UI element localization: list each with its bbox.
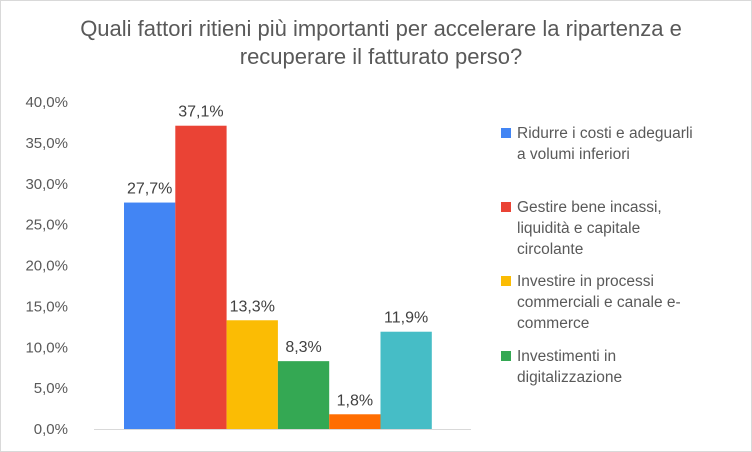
legend-swatch <box>501 128 511 138</box>
legend-swatch <box>501 276 511 286</box>
bar <box>175 125 227 430</box>
legend-label: Gestire bene incassi, liquidità e capital… <box>517 199 662 258</box>
y-tick-label: 15,0% <box>25 298 68 315</box>
bar <box>226 320 278 429</box>
data-label: 8,3% <box>285 339 321 356</box>
bar <box>329 414 381 429</box>
legend-label: Investimenti in digitalizzazione <box>517 348 622 386</box>
bar <box>277 361 330 429</box>
legend-label: Ridurre i costi e adeguarli a volumi infe… <box>517 125 693 163</box>
data-label: 37,1% <box>178 104 223 121</box>
data-label: 11,9% <box>384 310 428 327</box>
y-tick-label: 25,0% <box>25 217 68 234</box>
legend-swatch <box>501 202 511 212</box>
y-tick-label: 5,0% <box>34 380 68 397</box>
data-label: 13,3% <box>230 298 275 315</box>
y-tick-label: 35,0% <box>25 135 68 152</box>
y-tick-label: 20,0% <box>25 258 68 275</box>
y-tick-label: 30,0% <box>25 176 68 193</box>
chart-title: Quali fattori ritieni più importanti per… <box>80 16 682 69</box>
y-tick-label: 40,0% <box>25 94 68 111</box>
legend-label: Investire in processi commerciali e canal… <box>517 273 681 332</box>
y-tick-label: 10,0% <box>25 339 68 356</box>
data-label: 1,8% <box>337 392 373 409</box>
legend-swatch <box>501 351 511 361</box>
y-tick-label: 0,0% <box>34 421 68 438</box>
data-label: 27,7% <box>127 181 172 198</box>
bar <box>380 331 432 429</box>
bar <box>124 202 176 429</box>
